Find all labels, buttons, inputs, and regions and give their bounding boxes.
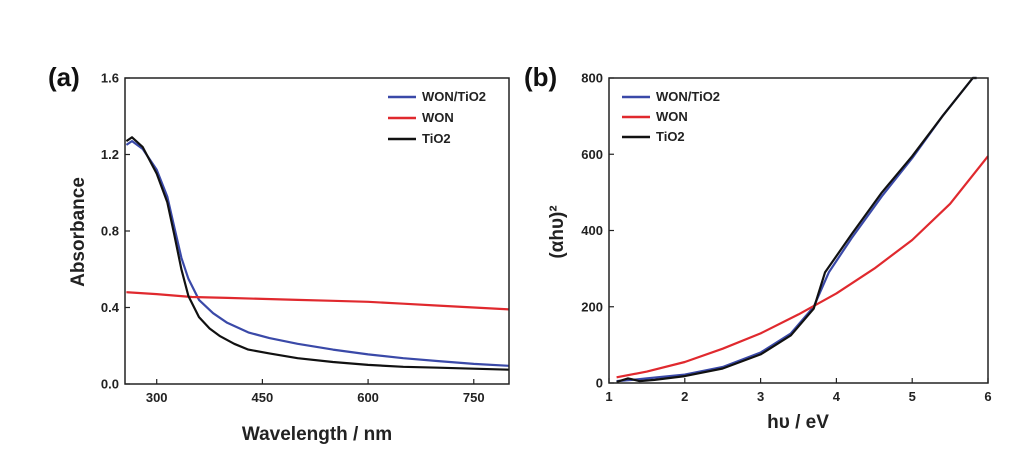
x-tick-label: 6 <box>984 389 991 404</box>
series-line-won <box>126 291 510 311</box>
panel-b-ticks: 1 2 3 4 5 6 0 200 400 600 800 <box>581 71 991 405</box>
y-tick-label: 1.2 <box>101 147 119 162</box>
x-tick-label: 600 <box>357 390 379 405</box>
y-tick-label: 0.8 <box>101 224 119 239</box>
y-tick-label: 0.4 <box>101 300 120 315</box>
legend-label-won: WON <box>422 110 454 125</box>
y-tick-label: 400 <box>581 223 603 238</box>
series-line-tio2 <box>125 136 510 371</box>
x-tick-label: 750 <box>463 390 485 405</box>
panel-b: (b) (αhυ)² hυ / eV 1 2 3 4 5 6 0 200 400 600 800 W… <box>524 62 992 433</box>
series-line-won <box>616 155 989 379</box>
x-tick-label: 450 <box>252 390 274 405</box>
x-tick-label: 5 <box>909 389 916 404</box>
panel-b-legend: WON/TiO2 WON TiO2 <box>622 89 720 144</box>
panel-a-legend: WON/TiO2 WON TiO2 <box>388 89 486 146</box>
legend-label-won-tio2: WON/TiO2 <box>656 89 720 104</box>
panel-a-tag: (a) <box>48 62 80 92</box>
panel-b-series <box>616 76 989 383</box>
x-tick-label: 1 <box>605 389 612 404</box>
legend-label-won-tio2: WON/TiO2 <box>422 89 486 104</box>
y-tick-label: 200 <box>581 299 603 314</box>
x-tick-label: 300 <box>146 390 168 405</box>
legend-label-tio2: TiO2 <box>422 131 451 146</box>
x-tick-label: 3 <box>757 389 764 404</box>
panel-a-ylabel: Absorbance <box>68 177 89 287</box>
y-tick-label: 1.6 <box>101 71 119 86</box>
panel-b-tag: (b) <box>524 62 557 92</box>
y-tick-label: 0 <box>596 376 603 391</box>
panel-a-series <box>125 136 510 371</box>
panel-a-xlabel: Wavelength / nm <box>242 424 392 445</box>
legend-label-won: WON <box>656 109 688 124</box>
panel-b-ylabel: (αhυ)² <box>547 205 568 258</box>
y-tick-label: 0.0 <box>101 377 119 392</box>
series-line-won-tio2 <box>125 140 510 367</box>
y-tick-label: 800 <box>581 71 603 86</box>
panel-a-ticks: 300 450 600 750 0.0 0.4 0.8 1.2 1.6 <box>101 71 485 406</box>
x-tick-label: 4 <box>833 389 841 404</box>
legend-label-tio2: TiO2 <box>656 129 685 144</box>
y-tick-label: 600 <box>581 147 603 162</box>
x-tick-label: 2 <box>681 389 688 404</box>
panel-a: (a) Absorbance Wavelength / nm 300 450 600… <box>48 62 510 445</box>
panel-b-xlabel: hυ / eV <box>767 412 829 433</box>
series-line-tio2 <box>616 76 977 383</box>
